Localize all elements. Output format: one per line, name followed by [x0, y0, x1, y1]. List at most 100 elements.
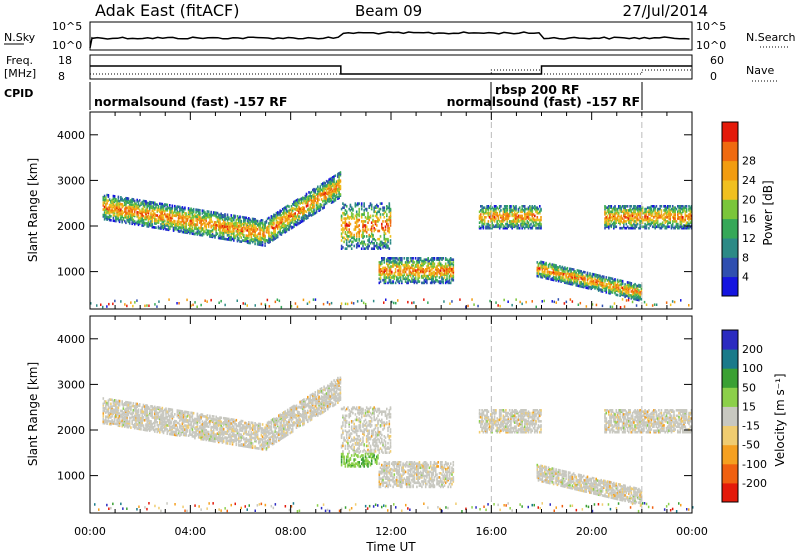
power-ground-cell: [515, 298, 517, 301]
power-ground-cell: [120, 300, 122, 303]
power-echo-cell: [164, 220, 166, 223]
power-ground-cell: [652, 304, 654, 307]
power-ground-cell: [315, 298, 317, 301]
power-echo-cell: [668, 226, 670, 229]
power-echo-cell: [368, 245, 370, 248]
power-echo-cell: [193, 219, 195, 222]
power-echo-cell: [365, 220, 367, 223]
power-ground-cell: [654, 303, 656, 306]
power-echo-cell: [420, 257, 422, 260]
power-ground-cell: [96, 304, 98, 307]
power-ground-cell: [471, 298, 473, 301]
power-echo-cell: [257, 228, 259, 231]
power-echo-cell: [390, 239, 392, 242]
power-echo-cell: [390, 224, 392, 227]
power-echo-cell: [444, 276, 446, 279]
power-echo-cell: [367, 228, 369, 231]
power-echo-cell: [631, 221, 633, 224]
power-echo-cell: [676, 220, 678, 223]
power-echo-cell: [382, 227, 384, 230]
power-echo-cell: [426, 282, 428, 285]
power-echo-cell: [682, 216, 684, 219]
power-ground-cell: [275, 301, 277, 304]
power-echo-cell: [685, 219, 687, 222]
power-echo-cell: [266, 220, 268, 223]
power-ground-cell: [200, 304, 202, 307]
power-echo-cell: [488, 220, 490, 223]
power-echo-cell: [603, 282, 605, 285]
power-echo-cell: [380, 235, 382, 238]
power-ground-cell: [385, 299, 387, 302]
power-echo-cell: [224, 213, 226, 216]
power-echo-cell: [390, 215, 392, 218]
power-echo-cell: [264, 235, 266, 238]
power-echo-cell: [118, 196, 120, 199]
power-echo-cell: [587, 272, 589, 275]
power-echo-cell: [534, 215, 536, 218]
power-echo-cell: [217, 232, 219, 235]
power-ground-cell: [489, 300, 491, 303]
power-echo-cell: [540, 223, 542, 226]
power-echo-cell: [530, 223, 532, 226]
power-ground-cell: [632, 301, 634, 304]
power-ground-cell: [247, 304, 249, 307]
nsky-strip-frame: [90, 22, 692, 50]
power-ground-cell: [393, 302, 395, 305]
nsky-label: N.Sky: [4, 31, 36, 44]
power-echo-cell: [521, 215, 523, 218]
freq-tick-high: 18: [58, 54, 72, 67]
power-echo-cell: [389, 247, 391, 250]
power-echo-cell: [381, 223, 383, 226]
power-echo-cell: [419, 275, 421, 278]
power-echo-cell: [268, 228, 270, 231]
power-echo-cell: [379, 219, 381, 222]
power-echo-cell: [372, 224, 374, 227]
power-echo-cell: [584, 271, 586, 274]
power-ground-cell: [267, 299, 269, 302]
power-ground-cell: [395, 302, 397, 305]
power-echo-cell: [333, 178, 335, 181]
power-ground-cell: [255, 304, 257, 307]
power-echo-cell: [453, 267, 455, 270]
power-echo-cell: [343, 241, 345, 244]
power-ground-cell: [558, 298, 560, 301]
power-ground-cell: [413, 301, 415, 304]
power-ground-cell: [277, 299, 279, 302]
power-ground-cell: [572, 300, 574, 303]
power-ground-cell: [614, 302, 616, 305]
power-ground-cell: [407, 301, 409, 304]
power-echo-cell: [602, 289, 604, 292]
power-ground-cell: [204, 300, 206, 303]
power-echo-cell: [446, 278, 448, 281]
power-ground-cell: [467, 305, 469, 308]
power-echo-cell: [262, 219, 264, 222]
velocity-echo-cell: [103, 397, 105, 400]
power-ground-cell: [564, 302, 566, 305]
power-echo-cell: [347, 238, 349, 241]
power-echo-cell: [288, 205, 290, 208]
power-echo-cell: [496, 212, 498, 215]
power-ground-cell: [186, 299, 188, 302]
power-ground-cell: [497, 304, 499, 307]
power-echo-cell: [385, 226, 387, 229]
power-echo-cell: [651, 208, 653, 211]
power-panel: [90, 112, 692, 309]
power-ground-cell: [612, 306, 614, 309]
power-echo-cell: [442, 257, 444, 260]
power-echo-cell: [313, 208, 315, 211]
power-ground-cell: [192, 304, 194, 307]
power-echo-cell: [357, 242, 359, 245]
power-echo-cell: [510, 205, 512, 208]
power-echo-cell: [372, 215, 374, 218]
power-ground-cell: [124, 303, 126, 306]
power-ground-cell: [309, 301, 311, 304]
power-ground-cell: [327, 301, 329, 304]
power-echo-cell: [567, 267, 569, 270]
power-ground-cell: [361, 300, 363, 303]
power-ground-cell: [341, 302, 343, 305]
power-echo-cell: [450, 282, 452, 285]
velocity-echo-cell: [103, 415, 105, 418]
power-echo-cell: [138, 214, 140, 217]
power-echo-cell: [179, 213, 181, 216]
